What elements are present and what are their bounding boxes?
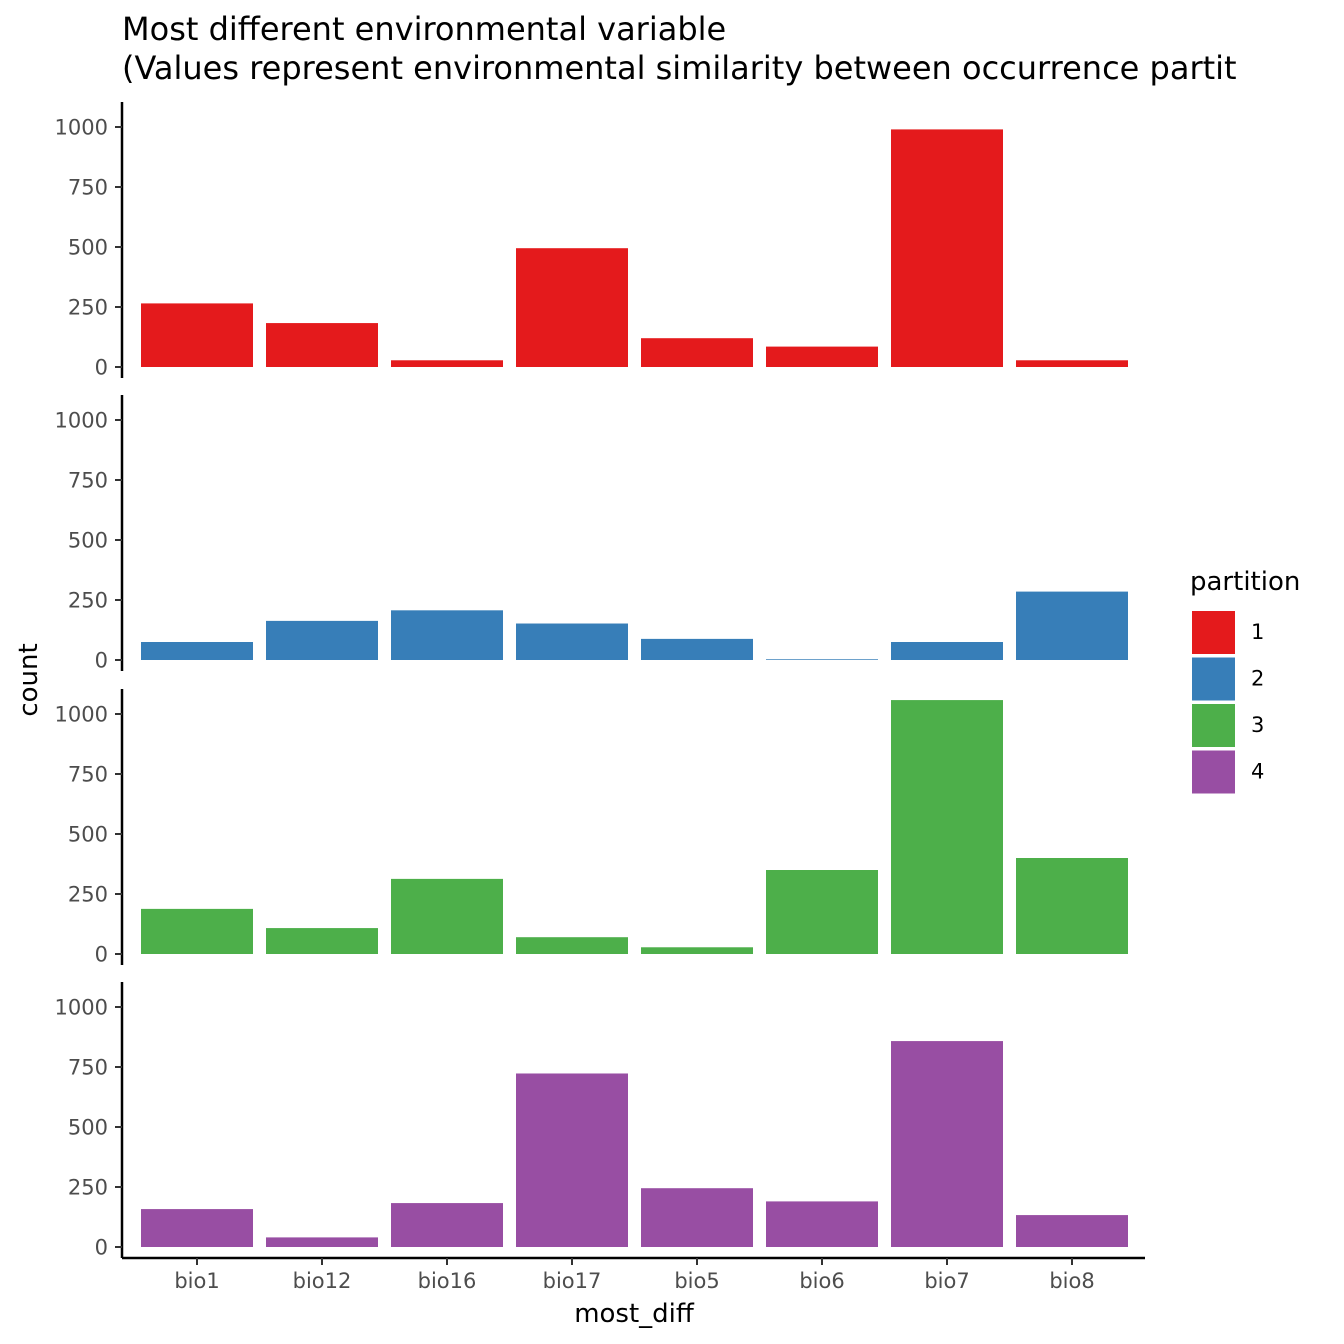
- y-tick-label: 1000: [55, 409, 108, 433]
- y-tick-label: 500: [68, 823, 108, 847]
- chart-title: Most different environmental variable: [122, 10, 726, 48]
- bar-bio5-partition-3: [641, 947, 753, 954]
- bar-bio16-partition-4: [391, 1203, 503, 1247]
- y-tick-label: 0: [95, 356, 108, 380]
- bar-bio6-partition-1: [766, 346, 878, 367]
- bar-bio7-partition-3: [891, 700, 1003, 954]
- bar-bio5-partition-2: [641, 638, 753, 660]
- bar-bio16-partition-3: [391, 878, 503, 954]
- legend-label-4: 4: [1251, 760, 1264, 784]
- bar-bio16-partition-1: [391, 360, 503, 367]
- bar-bio12-partition-2: [266, 620, 378, 660]
- x-tick-label: bio1: [174, 1269, 219, 1293]
- y-tick-label: 0: [95, 943, 108, 967]
- bar-bio1-partition-2: [141, 642, 253, 660]
- legend-key-1: [1192, 611, 1235, 654]
- y-tick-label: 750: [68, 176, 108, 200]
- y-tick-label: 500: [68, 1116, 108, 1140]
- facet-panels: 0 250 500 750 1000 0 250 500 750 1000 0 250 500 750 10…: [55, 102, 1128, 1260]
- bar-bio5-partition-4: [641, 1188, 753, 1247]
- bar-bio6-partition-4: [766, 1201, 878, 1247]
- y-tick-label: 750: [68, 1056, 108, 1080]
- y-tick-label: 1000: [55, 116, 108, 140]
- y-tick-label: 0: [95, 649, 108, 673]
- legend-key-3: [1192, 704, 1235, 747]
- y-axis-title: count: [14, 643, 44, 716]
- legend-label-1: 1: [1251, 620, 1264, 644]
- bar-bio1-partition-4: [141, 1209, 253, 1247]
- bar-bio7-partition-2: [891, 642, 1003, 660]
- bar-bio7-partition-1: [891, 129, 1003, 367]
- bar-bio17-partition-1: [516, 248, 628, 367]
- x-tick-label: bio8: [1049, 1269, 1094, 1293]
- y-tick-label: 750: [68, 469, 108, 493]
- bar-bio17-partition-3: [516, 937, 628, 954]
- legend-key-2: [1192, 657, 1235, 701]
- bar-bio12-partition-4: [266, 1237, 378, 1247]
- chart-subtitle: (Values represent environmental similari…: [122, 49, 1237, 87]
- bar-bio5-partition-1: [641, 338, 753, 367]
- bar-bio12-partition-1: [266, 323, 378, 367]
- y-tick-label: 0: [95, 1236, 108, 1260]
- y-tick-label: 250: [68, 1176, 108, 1200]
- legend-label-3: 3: [1251, 713, 1264, 737]
- y-tick-label: 500: [68, 529, 108, 553]
- bar-bio1-partition-3: [141, 908, 253, 954]
- x-tick-label: bio6: [799, 1269, 844, 1293]
- y-tick-label: 250: [68, 589, 108, 613]
- bar-bio1-partition-1: [141, 303, 253, 367]
- bar-bio6-partition-3: [766, 870, 878, 954]
- y-tick-label: 250: [68, 296, 108, 320]
- legend: partition 1 2 3 4: [1190, 567, 1300, 794]
- legend-label-2: 2: [1251, 667, 1264, 691]
- y-tick-label: 1000: [55, 996, 108, 1020]
- x-axis-title: most_diff: [574, 1299, 695, 1329]
- bar-bio17-partition-4: [516, 1073, 628, 1247]
- bar-bio16-partition-2: [391, 610, 503, 660]
- x-tick-label: bio12: [293, 1269, 352, 1293]
- legend-key-4: [1192, 750, 1235, 794]
- y-tick-label: 750: [68, 763, 108, 787]
- bar-bio8-partition-1: [1016, 360, 1128, 367]
- facet-panel-1: 0 250 500 750 1000: [55, 102, 1128, 380]
- legend-title: partition: [1190, 567, 1300, 597]
- bar-bio8-partition-3: [1016, 858, 1128, 954]
- y-tick-label: 500: [68, 236, 108, 260]
- bar-bio12-partition-3: [266, 928, 378, 954]
- facet-panel-4: 0 250 500 750 1000: [55, 982, 1128, 1260]
- bar-bio6-partition-2: [766, 659, 878, 660]
- facet-panel-2: 0 250 500 750 1000: [55, 395, 1128, 673]
- y-tick-label: 250: [68, 883, 108, 907]
- x-axis: bio1 bio12 bio16 bio17 bio5 bio6 bio7 bio8: [122, 1256, 1145, 1293]
- x-tick-label: bio7: [924, 1269, 969, 1293]
- bar-bio17-partition-2: [516, 623, 628, 660]
- bar-bio8-partition-4: [1016, 1215, 1128, 1247]
- x-tick-label: bio16: [418, 1269, 477, 1293]
- facet-panel-3: 0 250 500 750 1000: [55, 689, 1128, 967]
- bar-bio8-partition-2: [1016, 591, 1128, 660]
- x-tick-label: bio17: [543, 1269, 602, 1293]
- x-tick-label: bio5: [674, 1269, 719, 1293]
- y-tick-label: 1000: [55, 703, 108, 727]
- bar-bio7-partition-4: [891, 1041, 1003, 1247]
